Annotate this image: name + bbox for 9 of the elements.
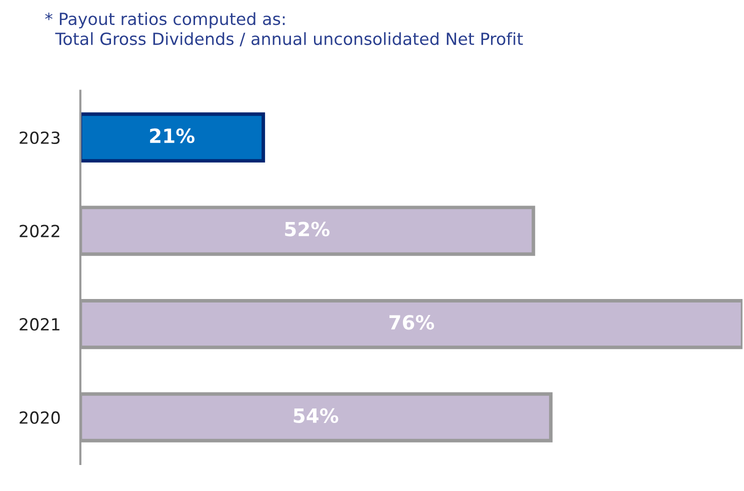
y-tick-label: 2022 [20,224,60,238]
data-label: 21% [150,128,194,144]
text: * Payout ratios computed as: Total Gross Dividends / annual unconsolidated Net Profit [45,12,523,46]
data-label: 54% [294,408,338,423]
data-label: 76% [389,314,434,330]
data-label: 52% [285,222,330,236]
y-tick-label: 2021 [20,318,60,331]
y-tick-label: 2020 [20,411,60,424]
y-tick-label: 2023 [20,131,60,144]
